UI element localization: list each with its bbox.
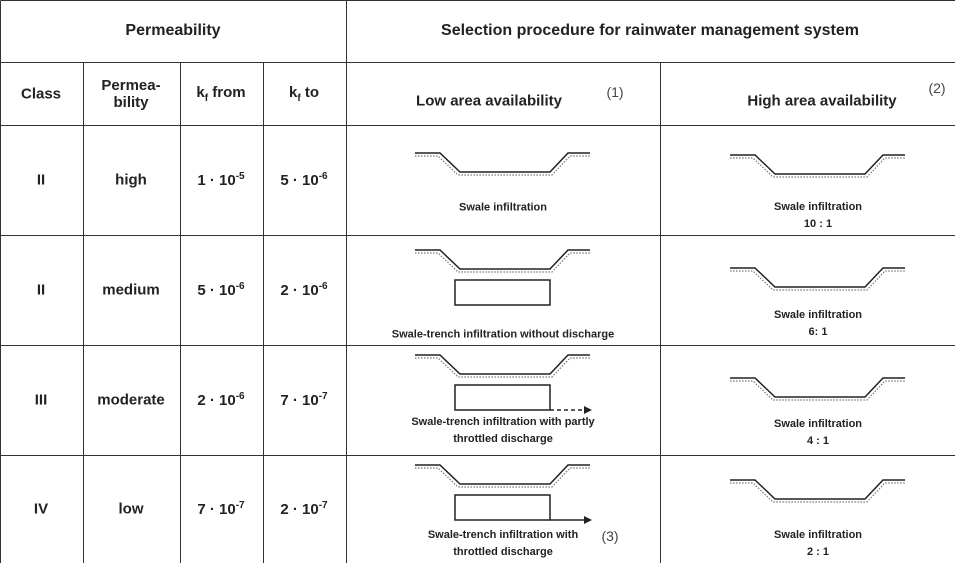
kf-exp: -7	[318, 500, 328, 511]
kf-base: 5 · 10	[197, 282, 236, 299]
cell: II	[36, 171, 46, 189]
caption-line: Swale infiltration	[773, 309, 863, 321]
swale-soil	[415, 467, 590, 488]
header-part: k	[288, 84, 298, 101]
cell: high	[115, 171, 147, 189]
kf-base: 1 · 10	[197, 172, 236, 189]
caption-line: Swale infiltration	[773, 201, 863, 213]
swale	[730, 479, 905, 500]
cell: medium	[102, 281, 160, 299]
kf-base: 2 · 10	[280, 282, 319, 299]
trench	[454, 494, 551, 521]
ratio: 4 : 1	[806, 435, 830, 447]
caption: Swale infiltration 6: 1	[774, 307, 862, 341]
caption: Swale infiltration	[458, 201, 547, 214]
swale-soil	[730, 482, 905, 503]
swale	[730, 267, 905, 288]
kf-exp: -6	[235, 391, 245, 402]
note: (1)	[606, 84, 624, 100]
header: Class	[20, 85, 62, 103]
cell: 5 · 10-6	[280, 171, 327, 189]
note: (3)	[601, 528, 619, 544]
kf-exp: -5	[235, 171, 245, 182]
kf-exp: -6	[235, 281, 245, 292]
caption: Swale-trench infiltration with throttled…	[427, 529, 579, 558]
header: Permea-bility	[101, 77, 160, 111]
swale	[730, 377, 905, 398]
header: kf from	[196, 84, 245, 104]
swale-soil	[730, 380, 905, 401]
kf-exp: -7	[318, 391, 328, 402]
cell: 2 · 10-6	[197, 391, 244, 409]
ratio: 10 : 1	[803, 218, 833, 230]
swale	[415, 249, 590, 270]
swale	[415, 464, 590, 485]
kf-exp: -6	[318, 281, 328, 292]
cell: II	[36, 281, 46, 299]
swale-soil	[415, 155, 590, 176]
trench	[454, 384, 551, 411]
swale	[730, 154, 905, 175]
kf-base: 7 · 10	[280, 392, 319, 409]
header-sub: f	[297, 93, 301, 104]
header-part: from	[208, 84, 246, 101]
trench	[454, 279, 551, 306]
kf-exp: -6	[318, 171, 328, 182]
header: Low area availability	[416, 92, 562, 110]
header: Permeability	[125, 22, 221, 39]
kf-base: 2 · 10	[197, 392, 236, 409]
cell: 7 · 10-7	[280, 391, 327, 409]
header-part: k	[196, 84, 205, 101]
kf-base: 7 · 10	[197, 501, 236, 518]
cell: 7 · 10-7	[197, 500, 244, 518]
header-part: to	[300, 84, 320, 101]
caption: Swale-trench infiltration with partly th…	[411, 416, 595, 445]
caption: Swale infiltration 2 : 1	[774, 527, 862, 561]
caption: Swale-trench infiltration without discha…	[391, 328, 615, 341]
header: kf to	[289, 84, 319, 104]
header-sub: f	[204, 93, 209, 104]
swale-soil	[730, 270, 905, 291]
swale-soil	[415, 252, 590, 273]
arrow-head	[584, 516, 592, 524]
kf-base: 2 · 10	[280, 501, 319, 518]
ratio: 2 : 1	[806, 546, 830, 558]
caption-line: Swale infiltration	[773, 529, 863, 541]
swale-soil	[730, 157, 905, 178]
caption-line: Swale infiltration	[773, 418, 863, 430]
cell: 2 · 10-7	[280, 500, 327, 518]
cell: moderate	[97, 391, 165, 409]
cell: 5 · 10-6	[197, 281, 244, 299]
cell: low	[118, 500, 144, 518]
kf-exp: -7	[235, 500, 245, 511]
swale	[415, 354, 590, 375]
note: (2)	[928, 80, 946, 96]
header-line: Permea-	[101, 77, 161, 94]
cell: IV	[33, 500, 49, 518]
cell: 1 · 10-5	[197, 171, 244, 189]
swale	[415, 152, 590, 173]
swale-soil	[415, 357, 590, 378]
caption: Swale infiltration 10 : 1	[774, 199, 862, 233]
header: Selection procedure for rainwater manage…	[441, 22, 859, 39]
header: High area availability	[747, 92, 897, 110]
ratio: 6: 1	[808, 326, 828, 338]
kf-base: 5 · 10	[280, 172, 319, 189]
header-line: bility	[113, 94, 149, 111]
cell: 2 · 10-6	[280, 281, 327, 299]
caption: Swale infiltration 4 : 1	[774, 416, 862, 450]
arrow-head	[584, 406, 592, 414]
cell: III	[34, 391, 48, 409]
